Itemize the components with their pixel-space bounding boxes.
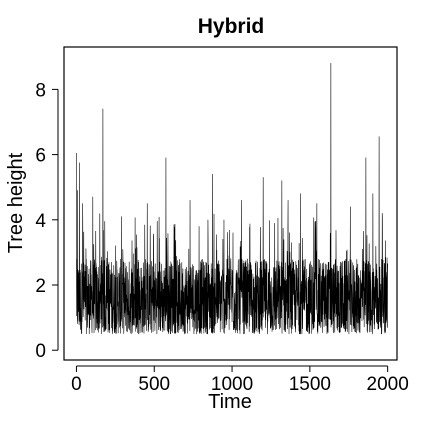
y-axis: 0 2 4 6 8	[35, 80, 59, 362]
x-tick-label: 1500	[289, 374, 331, 395]
y-tick-label: 4	[35, 211, 46, 232]
x-axis: 0 500 1000 1500 2000	[71, 365, 409, 395]
y-tick-label: 6	[35, 146, 46, 167]
y-tick-label: 0	[35, 341, 46, 362]
x-tick-label: 1000	[211, 374, 253, 395]
data-layer	[76, 63, 388, 335]
chart-title: Hybrid	[198, 15, 265, 38]
x-tick-label: 0	[71, 374, 82, 395]
x-tick-label: 2000	[367, 374, 409, 395]
x-axis-label: Time	[208, 391, 252, 413]
y-axis-label: Tree height	[5, 152, 27, 253]
y-tick-label: 8	[35, 80, 46, 101]
y-tick-label: 2	[35, 276, 46, 297]
series-line	[76, 63, 388, 335]
plot-frame	[63, 46, 398, 361]
x-tick-label: 500	[138, 374, 170, 395]
